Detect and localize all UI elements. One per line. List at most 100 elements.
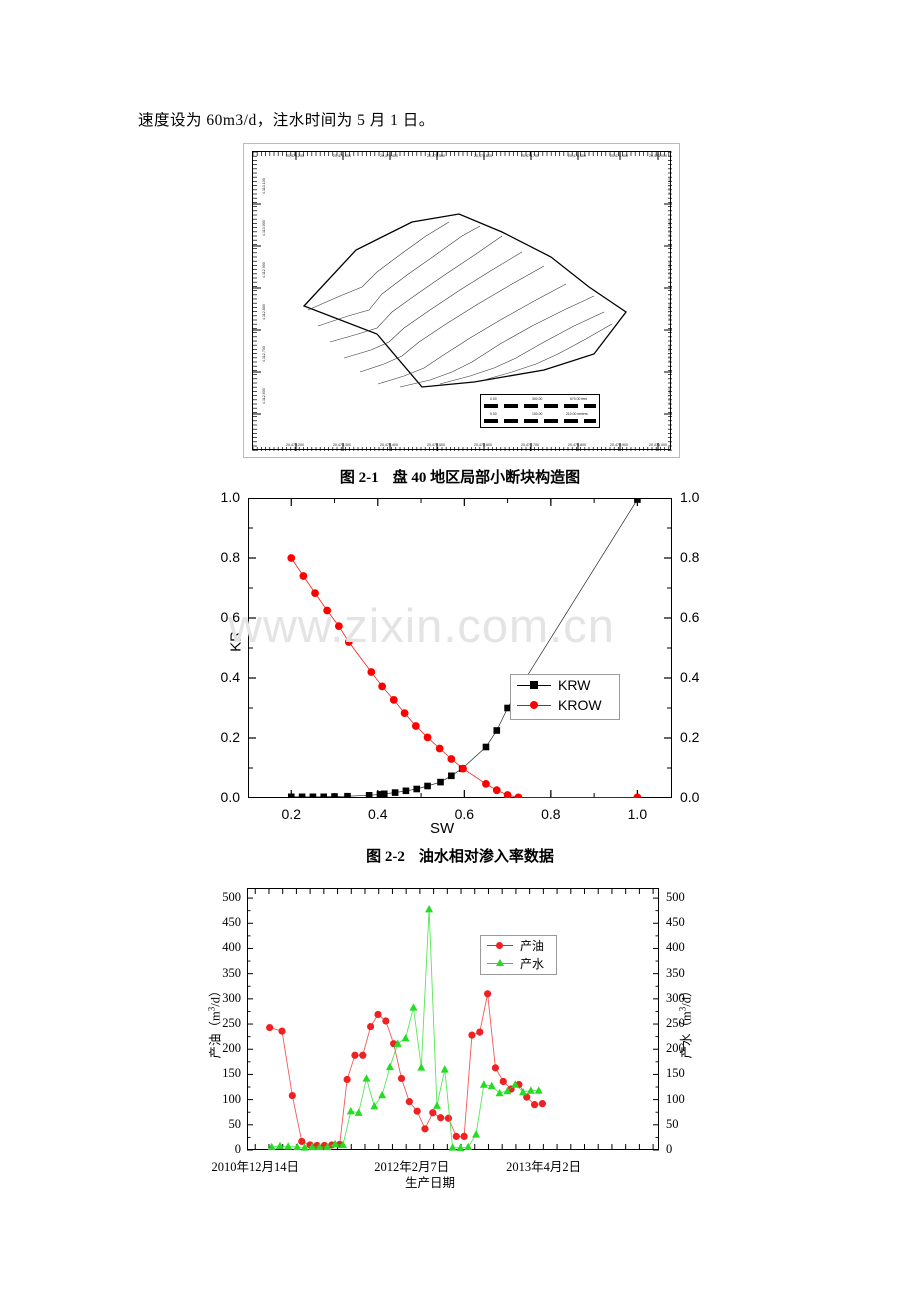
map-xlabel-top-4: 20,475,600 — [474, 154, 492, 158]
kr-xtick-label-2: 0.6 — [454, 806, 475, 822]
krw-legend-label: KRW — [558, 677, 591, 693]
map-xlabel-top-7: 20,475,900 — [610, 154, 628, 158]
kr-ytick-label-4: 0.8 — [220, 549, 240, 565]
kr-ytick-label-5: 1.0 — [220, 489, 240, 505]
map-frame — [252, 151, 671, 450]
prod-ytick-label-9: 450 — [222, 915, 241, 930]
prod-ytick-label-right-4: 200 — [666, 1041, 685, 1056]
map-xlabel-bottom-4: 20,475,600 — [474, 443, 492, 447]
prod-x-axis-title: 生产日期 — [405, 1176, 456, 1190]
prod-ytick-label-right-3: 150 — [666, 1066, 685, 1081]
kr-ytick-label-right-3: 0.6 — [680, 609, 700, 625]
scale-bar-meters — [484, 419, 596, 423]
scale-feet-mid: 300.00 — [532, 397, 543, 401]
figure-1-caption-id: 图 2-1 — [339, 470, 379, 486]
prod-ytick-label-right-6: 300 — [666, 990, 685, 1005]
map-ylabel-left-2: 4,112,900 — [262, 262, 266, 278]
map-xlabel-top-8: 20,476,000 — [649, 154, 667, 158]
prod-ytick-label-5: 250 — [222, 1016, 241, 1031]
map-xlabel-top-1: 20,475,300 — [333, 154, 351, 158]
block-outline — [302, 213, 627, 388]
scale-feet-left: 0.00 — [490, 397, 497, 401]
kr-xtick-label-1: 0.4 — [368, 806, 388, 822]
kr-ytick-label-1: 0.2 — [220, 729, 240, 745]
kr-ytick-label-right-5: 1.0 — [680, 489, 700, 505]
prod-legend-item-water: 产水 — [481, 954, 556, 972]
kr-legend: KRW KROW — [510, 674, 620, 720]
scale-meters-right: 210.00 meters — [566, 412, 588, 416]
krow-legend-label: KROW — [558, 697, 602, 713]
map-ylabel-left-1: 4,113,000 — [262, 220, 266, 236]
kr-ytick-label-right-1: 0.2 — [680, 729, 700, 745]
map-xlabel-bottom-3: 20,475,500 — [427, 443, 445, 447]
scale-meters-mid: 100.00 — [532, 412, 543, 416]
map-drawing — [252, 151, 672, 451]
map-xlabel-bottom-1: 20,475,300 — [333, 443, 351, 447]
oil-legend-swatch — [487, 941, 513, 949]
prod-legend-item-oil: 产油 — [481, 936, 556, 954]
prod-ytick-label-right-8: 400 — [666, 940, 685, 955]
kr-xtick-label-4: 1.0 — [627, 806, 648, 822]
kr-x-axis-title: SW — [430, 820, 455, 837]
kr-ytick-label-right-0: 0.0 — [680, 789, 700, 805]
prod-xtick-label-1: 2012年2月7日 — [374, 1160, 450, 1174]
prod-ytick-label-right-1: 50 — [666, 1116, 679, 1131]
map-xlabel-top-0: 20,475,200 — [286, 154, 304, 158]
map-ylabel-left-0: 4,113,100 — [262, 178, 266, 194]
map-xlabel-bottom-2: 20,475,400 — [380, 443, 398, 447]
water-legend-swatch — [487, 958, 513, 966]
kr-ytick-label-right-2: 0.4 — [680, 669, 700, 685]
prod-ytick-label-3: 150 — [222, 1066, 241, 1081]
prod-ytick-label-7: 350 — [222, 965, 241, 980]
map-xlabel-top-2: 20,475,400 — [380, 154, 398, 158]
prod-ytick-label-2: 100 — [222, 1091, 241, 1106]
prod-ytick-label-10: 500 — [222, 890, 241, 905]
map-ylabel-right-0: 4,113,100 — [668, 178, 672, 194]
map-xlabel-bottom-8: 20,476,000 — [649, 443, 667, 447]
prod-ytick-label-right-9: 450 — [666, 915, 685, 930]
prod-xtick-label-2: 2013年4月2日 — [506, 1160, 582, 1174]
map-ylabel-left-5: 4,112,600 — [262, 388, 266, 404]
figure-1-structural-map: 20,475,200 20,475,300 20,475,400 20,475,… — [243, 143, 680, 458]
prod-ytick-label-right-2: 100 — [666, 1091, 685, 1106]
kr-legend-item-krw: KRW — [511, 675, 619, 695]
figure-3-production-chart: 产油（m3/d） 产水（m3/d） 生产日期 产油 产水 0 0 50 50 100 10… — [190, 880, 694, 1200]
map-xlabel-bottom-6: 20,475,800 — [568, 443, 586, 447]
kr-ytick-label-3: 0.6 — [220, 609, 240, 625]
contour-lines — [307, 221, 613, 388]
map-ylabel-right-1: 4,113,000 — [668, 220, 672, 236]
figure-2-caption: 图 2-2 油水相对渗入率数据 — [0, 845, 920, 866]
prod-legend: 产油 产水 — [480, 935, 557, 975]
kr-ytick-label-2: 0.4 — [220, 669, 240, 685]
map-xlabel-top-5: 20,475,700 — [521, 154, 539, 158]
kr-ytick-label-0: 0.0 — [220, 789, 240, 805]
kr-xtick-label-0: 0.2 — [281, 806, 301, 822]
krow-legend-swatch — [517, 700, 551, 709]
map-ylabel-right-3: 4,112,800 — [668, 304, 672, 320]
figure-2-relative-permeability-chart: KR SW KRW KROW 0.0 0.0 0.2 0.2 0.4 0.4 0.6 0.6 0… — [221, 489, 700, 837]
scale-feet-right: 670.00 feet — [570, 397, 587, 401]
body-paragraph: 速度设为 60m3/d，注水时间为 5 月 1 日。 — [138, 112, 435, 129]
krw-legend-swatch — [517, 680, 551, 689]
prod-xtick-label-0: 2010年12月14日 — [211, 1160, 299, 1174]
figure-1-caption: 图 2-1 盘 40 地区局部小断块构造图 — [0, 466, 920, 487]
prod-ytick-label-right-5: 250 — [666, 1016, 685, 1031]
map-xlabel-top-6: 20,475,800 — [568, 154, 586, 158]
map-ylabel-right-5: 4,112,600 — [668, 388, 672, 404]
figure-2-caption-text: 油水相对渗入率数据 — [418, 849, 554, 865]
prod-ytick-label-right-0: 0 — [666, 1142, 673, 1156]
figure-2-caption-id: 图 2-2 — [366, 849, 405, 865]
map-xlabel-bottom-5: 20,475,700 — [521, 443, 539, 447]
map-scale-bar: 0.00 300.00 670.00 feet 0.00 100.00 210.… — [480, 394, 600, 428]
prod-ytick-label-right-10: 500 — [666, 890, 685, 905]
kr-xtick-label-3: 0.8 — [541, 806, 561, 822]
oil-legend-label: 产油 — [520, 938, 545, 953]
kr-legend-item-krow: KROW — [511, 695, 619, 715]
figure-1-caption-text: 盘 40 地区局部小断块构造图 — [392, 470, 581, 486]
prod-ytick-label-8: 400 — [222, 940, 241, 955]
prod-ytick-label-1: 50 — [228, 1116, 242, 1131]
scale-meters-left: 0.00 — [490, 412, 497, 416]
kr-plot-canvas — [248, 498, 672, 798]
map-ylabel-left-4: 4,112,700 — [262, 346, 266, 362]
